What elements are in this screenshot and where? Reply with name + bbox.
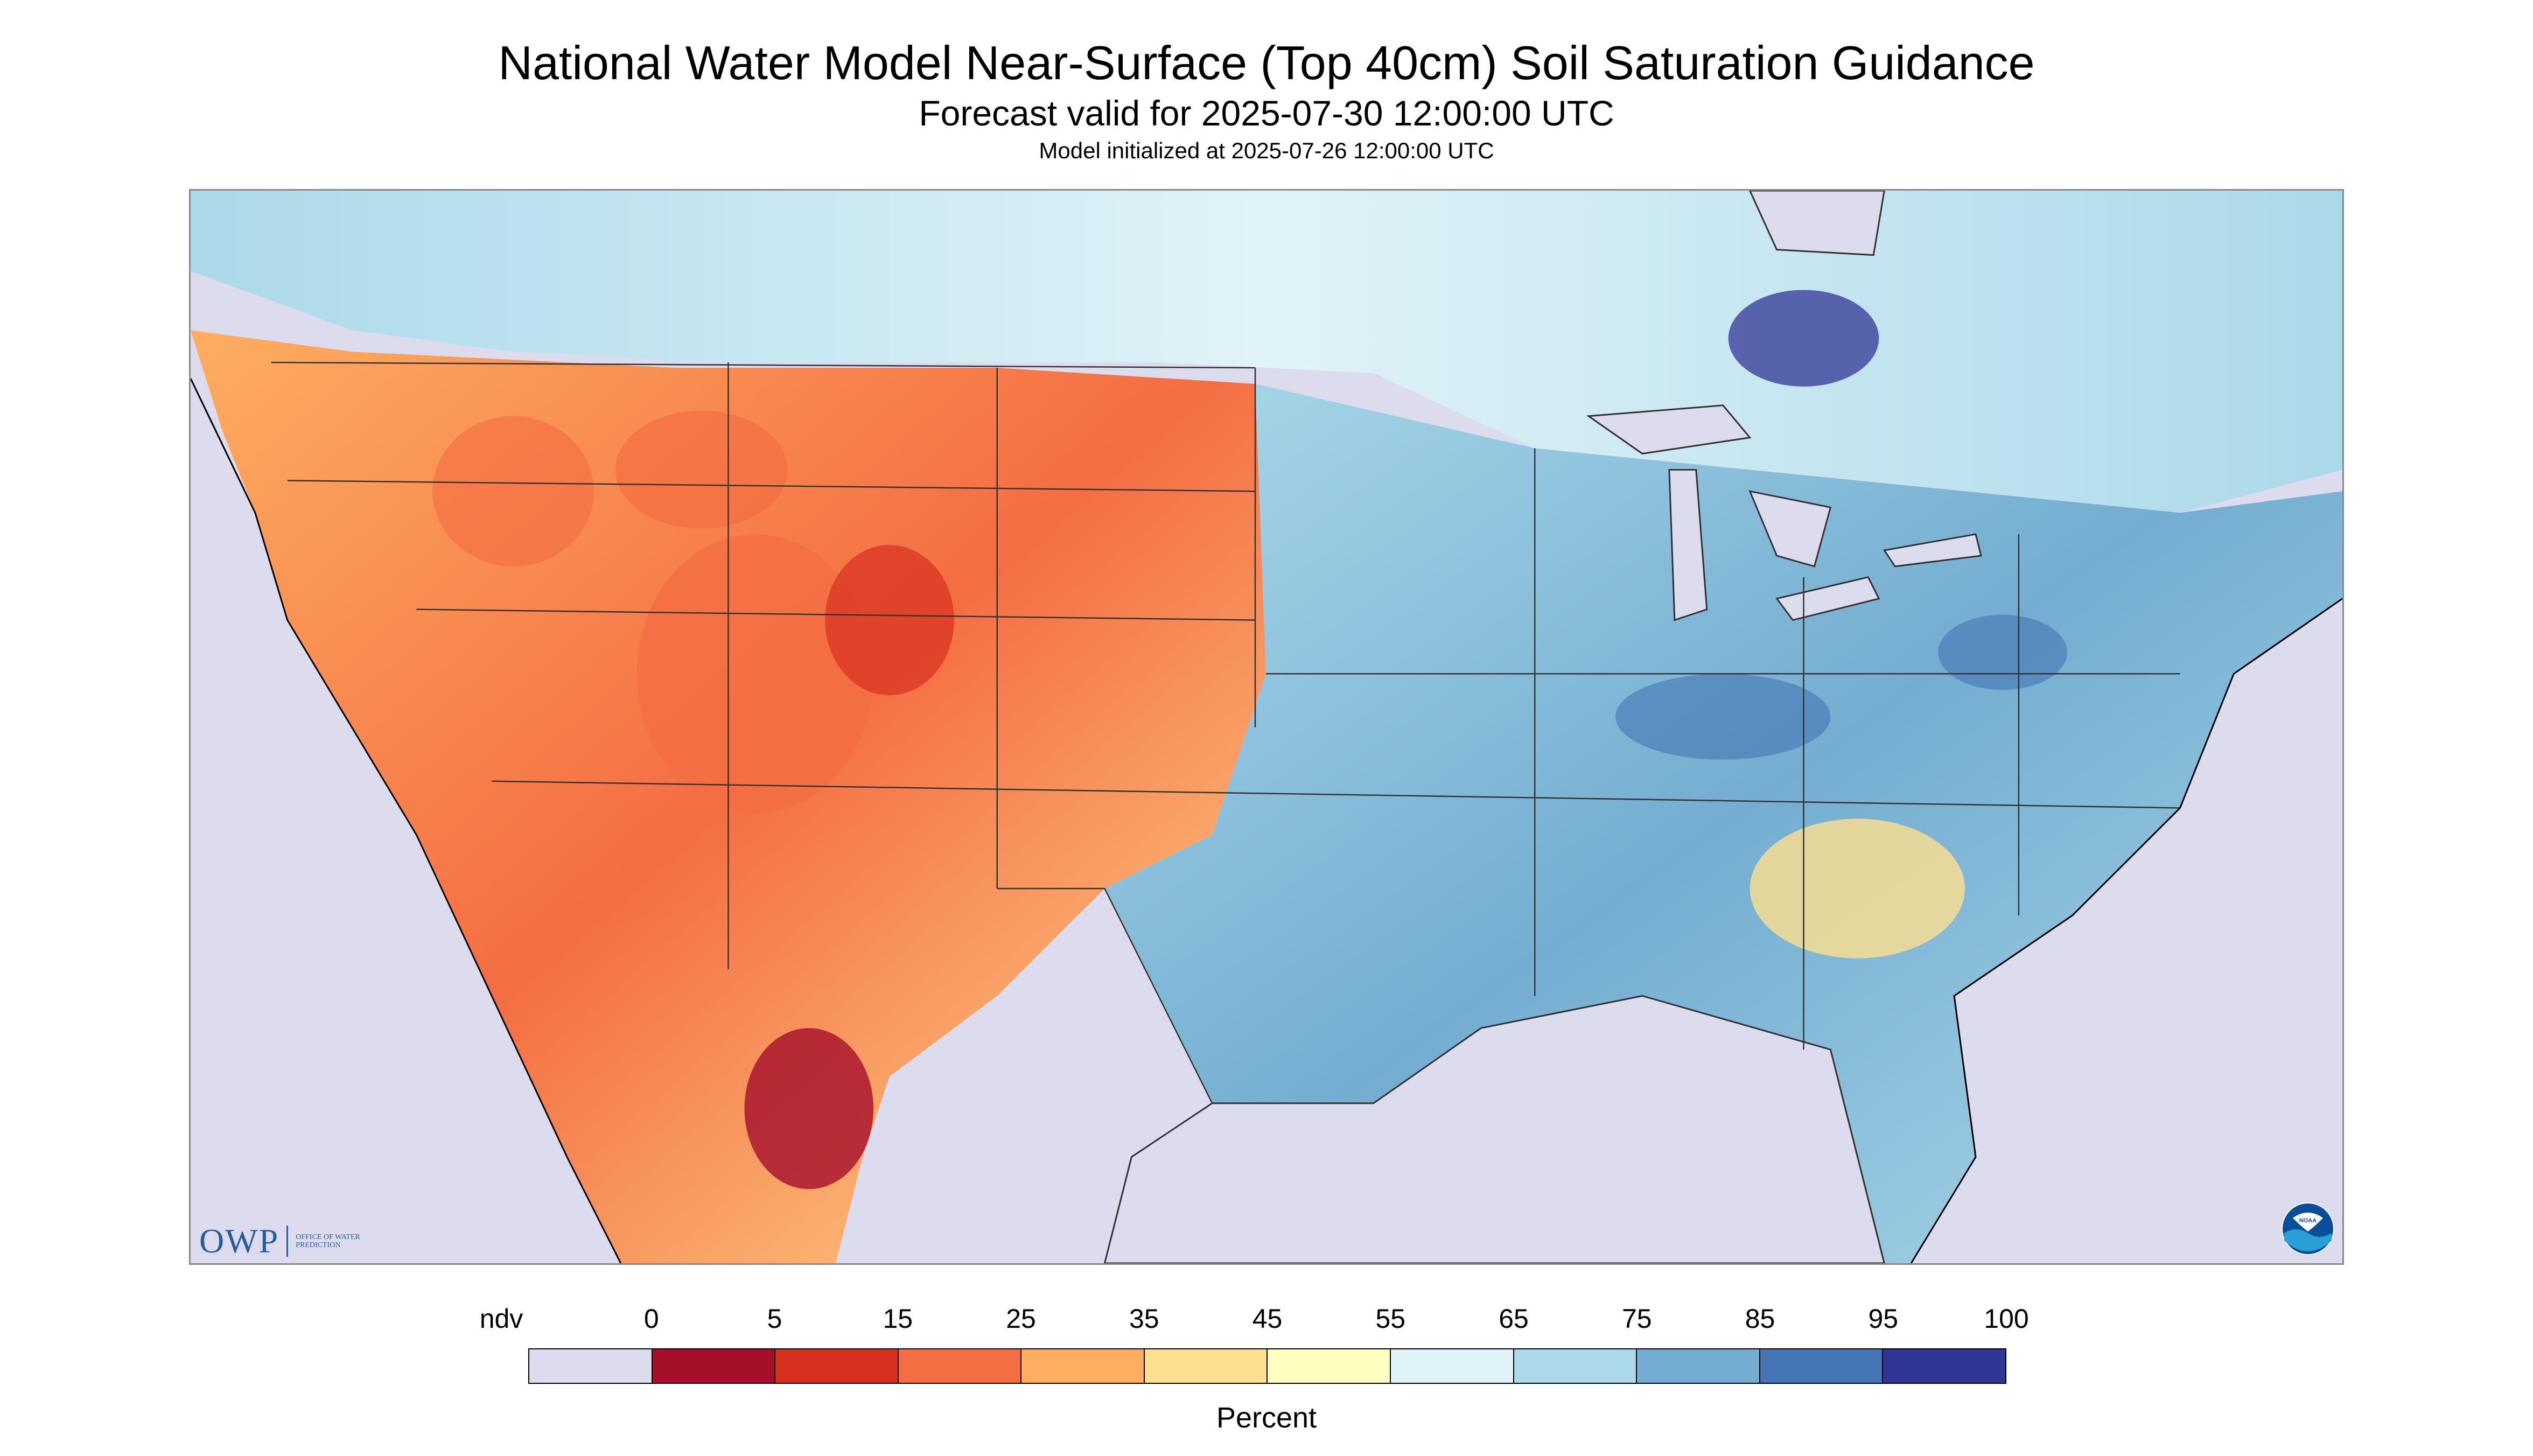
colorbar-tick-label: 0 bbox=[643, 1304, 659, 1334]
colorbar-swatch bbox=[652, 1349, 776, 1383]
colorbar-tick-label: ndv bbox=[479, 1304, 523, 1334]
owp-logo-subtitle: OFFICE OF WATER PREDICTION bbox=[296, 1233, 360, 1249]
lake-huron bbox=[1748, 490, 1832, 568]
colorbar-tick-label: 35 bbox=[1129, 1304, 1159, 1334]
colorbar-tick-label: 55 bbox=[1375, 1304, 1406, 1334]
colorbar-tick-label: 45 bbox=[1252, 1304, 1283, 1334]
colorbar-tick-label: 100 bbox=[1984, 1304, 2029, 1334]
wet-patch bbox=[1728, 290, 1879, 387]
noaa-logo-icon: NOAA bbox=[2282, 1202, 2334, 1255]
lake-ontario bbox=[1883, 533, 1982, 568]
noaa-logo-text: NOAA bbox=[2299, 1217, 2317, 1224]
colorbar-swatch bbox=[1514, 1349, 1638, 1383]
wet-patch bbox=[1615, 674, 1831, 760]
colorbar-tick-label: 75 bbox=[1621, 1304, 1652, 1334]
hudson-bay bbox=[1749, 191, 1885, 256]
lake-michigan bbox=[1668, 468, 1708, 621]
owp-logo: OWP OFFICE OF WATER PREDICTION bbox=[199, 1221, 366, 1261]
state-borders bbox=[271, 361, 2180, 1104]
gulf-of-mexico bbox=[1103, 995, 1885, 1263]
dry-patch bbox=[636, 534, 874, 814]
very-dry-patch bbox=[744, 1028, 874, 1189]
colorbar-tick-label: 15 bbox=[883, 1304, 913, 1334]
colorbar-swatch bbox=[1637, 1349, 1760, 1383]
colorbar-swatch bbox=[1883, 1349, 2005, 1383]
forecast-valid-time: Forecast valid for 2025-07-30 12:00:00 U… bbox=[919, 93, 1614, 133]
lake-superior bbox=[1586, 404, 1752, 455]
colorbar-tick-label: 85 bbox=[1745, 1304, 1775, 1334]
legend-unit: Percent bbox=[1216, 1402, 1317, 1434]
colorbar-swatch bbox=[1144, 1349, 1268, 1383]
map-title: National Water Model Near-Surface (Top 4… bbox=[498, 36, 2035, 89]
colorbar-tick-label: 25 bbox=[1006, 1304, 1036, 1334]
owp-logo-text: OWP bbox=[199, 1222, 279, 1260]
legend-labels: ndv 0 5 15 25 35 45 55 65 75 85 95 100 bbox=[480, 1303, 2029, 1335]
colorbar-swatch bbox=[1021, 1349, 1145, 1383]
colorbar-tick-label: 5 bbox=[767, 1304, 782, 1334]
soil-saturation-map bbox=[189, 189, 2344, 1265]
dry-patch bbox=[825, 545, 954, 696]
map-canvas bbox=[191, 191, 2342, 1263]
colorbar-swatch bbox=[775, 1349, 899, 1383]
colorbar-swatch bbox=[529, 1349, 653, 1383]
colorbar bbox=[528, 1348, 2006, 1384]
dry-patch bbox=[615, 410, 788, 529]
colorbar-swatch bbox=[1391, 1349, 1514, 1383]
moderate-patch bbox=[1750, 818, 1965, 958]
colorbar-tick-label: 65 bbox=[1499, 1304, 1529, 1334]
east-wet-region bbox=[1104, 383, 2342, 1263]
canada-region bbox=[191, 191, 2342, 513]
lake-erie bbox=[1775, 576, 1880, 621]
coastlines bbox=[191, 378, 2342, 1263]
model-init-time: Model initialized at 2025-07-26 12:00:00… bbox=[1039, 138, 1494, 163]
colorbar-swatch bbox=[898, 1349, 1022, 1383]
atlantic-ocean bbox=[1911, 598, 2342, 1263]
dry-patch bbox=[432, 416, 594, 566]
colorbar-swatch bbox=[1268, 1349, 1391, 1383]
wet-patch bbox=[1938, 614, 2067, 690]
colorbar-tick-label: 95 bbox=[1868, 1304, 1899, 1334]
colorbar-swatch bbox=[1760, 1349, 1884, 1383]
owp-logo-separator bbox=[286, 1226, 289, 1257]
